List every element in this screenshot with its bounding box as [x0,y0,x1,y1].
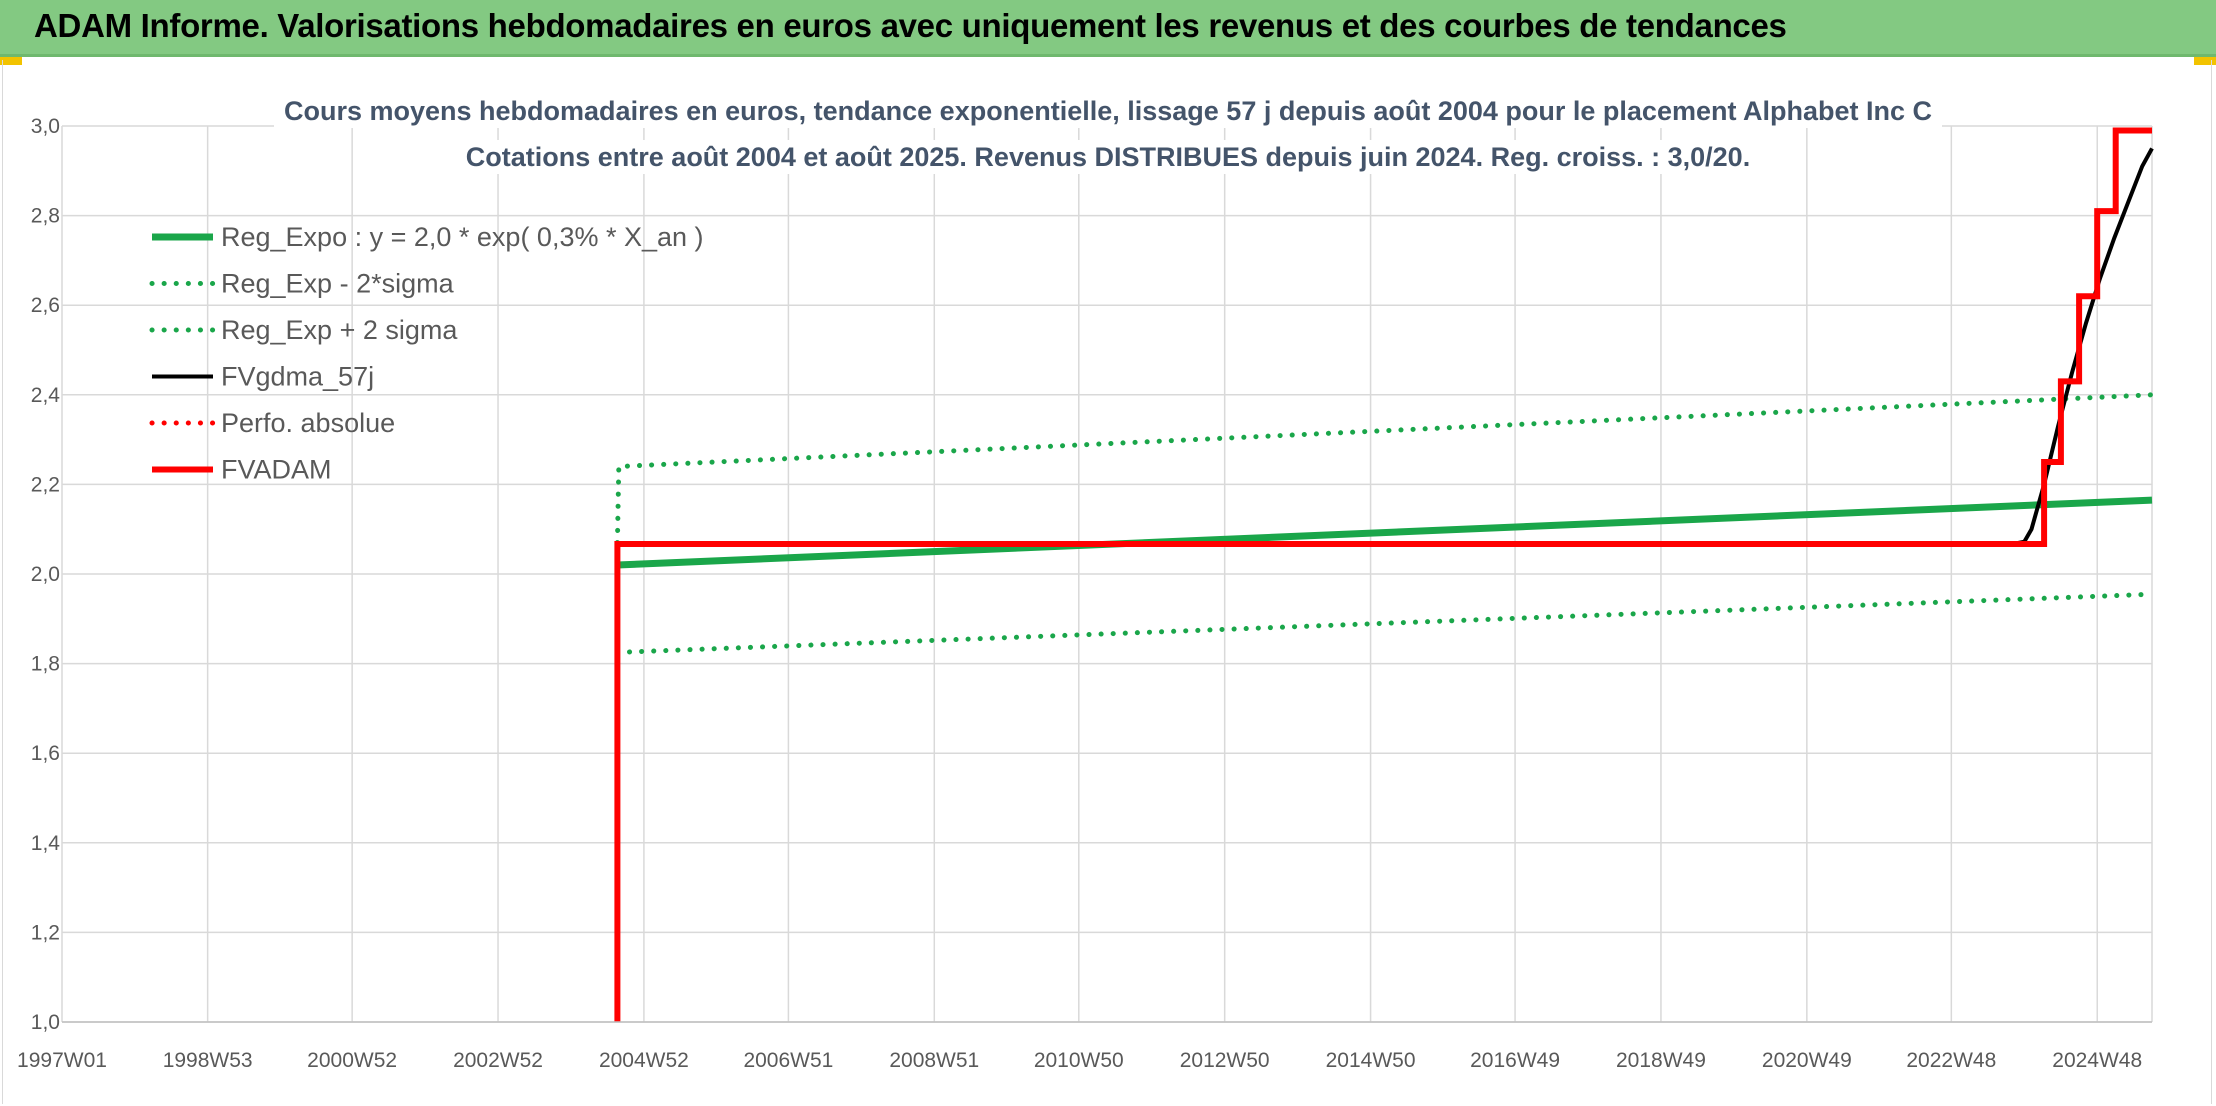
y-tick-label: 1,4 [31,832,61,855]
x-tick-label: 2004W52 [599,1049,689,1072]
y-tick-label: 2,4 [31,384,61,407]
y-tick-label: 1,8 [31,653,60,676]
chart-title: Cours moyens hebdomadaires en euros, ten… [284,96,1932,126]
x-tick-label: 2014W50 [1326,1049,1416,1072]
corner-marker-right [2194,57,2216,65]
y-tick-label: 1,6 [31,742,60,765]
chart-frame [2,60,2212,1104]
axis-layer: 1997W01 1998W53 2000W52 2002W52 2004W52 2006W… [17,115,2152,1072]
series-line-5 [614,127,2152,1022]
legend-label-1: Reg_Exp - 2*sigma [221,269,455,299]
legend: Reg_Expo : y = 2,0 * exp( 0,3% * X_an ) R… [149,222,704,485]
series-line-0 [617,496,2153,569]
y-tick-label: 2,2 [31,473,60,496]
report-banner: ADAM Informe. Valorisations hebdomadaire… [0,0,2216,57]
series-line-1 [614,591,2155,655]
grid-layer [61,125,2153,1023]
series-layer [614,127,2155,1022]
y-tick-label: 2,0 [31,563,60,586]
x-tick-label: 2020W49 [1762,1049,1852,1072]
y-tick-label: 1,2 [31,921,60,944]
chart-title-bg [274,94,1942,128]
legend-label-5: FVADAM [221,455,332,485]
x-tick-label: 2002W52 [453,1049,543,1072]
chart-title-layer: Cours moyens hebdomadaires en euros, ten… [274,94,1942,174]
report-title: ADAM Informe. Valorisations hebdomadaire… [34,7,1787,44]
x-tick-label: 2012W50 [1180,1049,1270,1072]
x-tick-label: 2018W49 [1616,1049,1706,1072]
legend-label-3: FVgdma_57j [221,362,374,392]
x-tick-label: 1998W53 [163,1049,253,1072]
x-tick-label: 2024W48 [2052,1049,2142,1072]
x-tick-label: 2006W51 [743,1049,833,1072]
x-tick-label: 2008W51 [889,1049,979,1072]
series-line-2 [614,392,2155,546]
y-tick-label: 2,6 [31,294,60,317]
chart-subtitle-bg [455,140,1761,174]
y-tick-label: 1,0 [31,1011,60,1034]
legend-label-0: Reg_Expo : y = 2,0 * exp( 0,3% * X_an ) [221,222,704,252]
y-tick-label: 2,8 [31,205,60,228]
y-tick-label: 3,0 [31,115,60,138]
legend-label-4: Perfo. absolue [221,408,395,438]
x-tick-label: 2016W49 [1470,1049,1560,1072]
x-tick-label: 1997W01 [17,1049,107,1072]
legend-label-2: Reg_Exp + 2 sigma [221,315,458,345]
chart-subtitle: Cotations entre août 2004 et août 2025. … [466,142,1750,172]
x-tick-label: 2000W52 [307,1049,397,1072]
x-tick-label: 2022W48 [1906,1049,1996,1072]
corner-marker-left [0,57,22,65]
x-tick-label: 2010W50 [1034,1049,1124,1072]
